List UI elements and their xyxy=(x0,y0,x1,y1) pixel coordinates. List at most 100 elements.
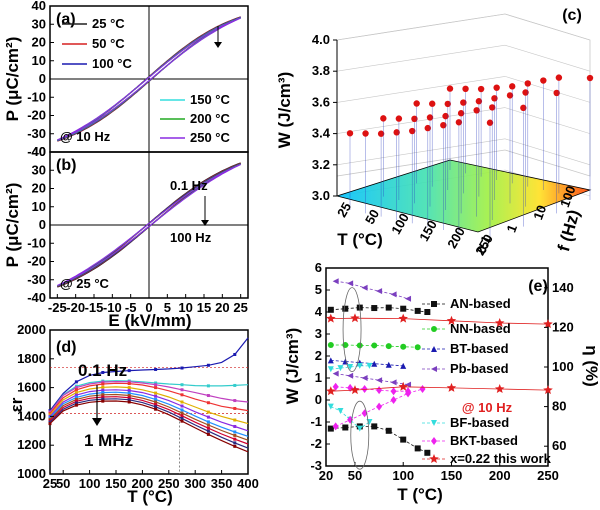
marker-star xyxy=(543,319,553,329)
label-top: 0.1 Hz xyxy=(78,361,127,380)
eps-marker xyxy=(74,399,78,403)
marker-triangle-down xyxy=(327,366,334,373)
marker-triangle-left xyxy=(332,278,339,285)
annotation: @ 10 Hz xyxy=(60,129,111,144)
data-point xyxy=(442,112,449,120)
x-tick-label: -5 xyxy=(125,300,137,315)
marker-triangle-left xyxy=(347,280,354,287)
y-tick-label: 1000 xyxy=(17,466,46,481)
y-tick-label: 1 xyxy=(315,370,322,385)
marker-triangle-left xyxy=(361,375,368,381)
marker-triangle-left xyxy=(332,370,339,377)
data-point xyxy=(540,77,547,84)
x-tick-label: -20 xyxy=(66,300,85,315)
data-point xyxy=(346,130,354,137)
eps-marker xyxy=(101,385,105,389)
marker-circle xyxy=(400,343,407,350)
eps-marker xyxy=(74,391,78,395)
eps-marker xyxy=(180,416,184,420)
eps-marker xyxy=(180,408,184,412)
z-gridline xyxy=(504,13,591,41)
y-tick-label: 40 xyxy=(32,0,46,13)
y-tick-label: 30 xyxy=(32,162,46,177)
marker-square xyxy=(424,449,431,456)
marker-square xyxy=(371,305,378,312)
series-line-11 xyxy=(330,386,549,392)
z-axis-title: W (J/cm³) xyxy=(275,72,294,149)
z-gridline xyxy=(336,44,506,72)
eps-marker xyxy=(127,369,131,373)
z-gridline xyxy=(336,138,506,166)
marker-triangle xyxy=(327,357,334,364)
eps-series-2 xyxy=(49,380,249,413)
y-tick-label: 20 xyxy=(32,181,46,196)
x-tick-label: 200 xyxy=(489,468,511,483)
y-tick-label: 1800 xyxy=(17,351,46,366)
data-point xyxy=(506,92,514,99)
eps-marker xyxy=(180,388,184,392)
marker-triangle-down xyxy=(431,420,437,426)
legend-label: 200 °C xyxy=(190,111,231,126)
z-tick-label: 3.2 xyxy=(312,157,330,172)
marker-triangle-down xyxy=(347,364,354,370)
x-tick-label: 250 xyxy=(158,476,180,491)
marker-square xyxy=(424,309,431,315)
eps-marker xyxy=(206,429,210,433)
data-point xyxy=(457,110,465,117)
x-tick-label: 20 xyxy=(215,300,229,315)
data-point xyxy=(429,100,436,107)
f-tick-label: 10 xyxy=(530,203,549,222)
eps-marker xyxy=(233,418,237,422)
data-point xyxy=(409,127,416,135)
marker-triangle-left xyxy=(390,291,397,298)
data-point xyxy=(462,85,469,93)
eps-marker xyxy=(206,420,210,424)
z-gridline xyxy=(336,13,506,41)
eps-series-3 xyxy=(49,382,249,414)
x-tick-label: 50 xyxy=(348,468,362,483)
legend-label: NN-based xyxy=(450,321,511,336)
eps-marker xyxy=(74,397,78,401)
eps-marker xyxy=(206,394,210,398)
marker-triangle-down xyxy=(337,408,344,414)
eps-series-1 xyxy=(49,380,249,413)
z-tick-label: 4.0 xyxy=(312,32,330,47)
eps-marker xyxy=(101,395,105,399)
eps-marker xyxy=(127,400,131,404)
y-tick-label: 20 xyxy=(32,35,46,50)
eps-marker xyxy=(180,411,184,415)
data-point xyxy=(473,107,480,114)
marker-square xyxy=(342,424,349,431)
series-line-6 xyxy=(330,406,370,430)
loop-series-5 xyxy=(57,17,241,141)
data-point xyxy=(440,122,447,129)
data-point xyxy=(491,95,498,102)
x-tick-label: 150 xyxy=(105,476,127,491)
data-point xyxy=(460,99,467,106)
eps-marker xyxy=(206,423,210,427)
eps-series-10 xyxy=(49,400,249,453)
z-gridline xyxy=(336,107,506,134)
marker-star xyxy=(326,386,336,396)
y2-tick-label: 120 xyxy=(552,319,574,334)
label-bottom: 100 Hz xyxy=(170,230,212,245)
ellipse-marker xyxy=(350,400,370,470)
marker-diamond xyxy=(431,437,437,445)
eps-marker xyxy=(154,383,158,387)
y-tick-label: 10 xyxy=(32,199,46,214)
marker-triangle-down xyxy=(356,425,363,432)
panel-a: -40 -30 -20 -10 0 10 20 30 40 (a) 25 °C 50 °C 100 °C… xyxy=(3,0,249,159)
data-point xyxy=(444,100,451,108)
eps-marker xyxy=(180,404,184,408)
y-tick-label: 1200 xyxy=(17,437,46,452)
series-line-10 xyxy=(330,317,549,325)
marker-triangle xyxy=(371,360,378,367)
data-point xyxy=(520,104,527,112)
data-point xyxy=(424,124,431,132)
eps-marker xyxy=(74,388,78,392)
marker-triangle-left xyxy=(347,372,354,379)
eps-marker xyxy=(233,383,237,387)
marker-diamond xyxy=(332,422,339,431)
z-tick-label: 3.0 xyxy=(312,188,330,203)
